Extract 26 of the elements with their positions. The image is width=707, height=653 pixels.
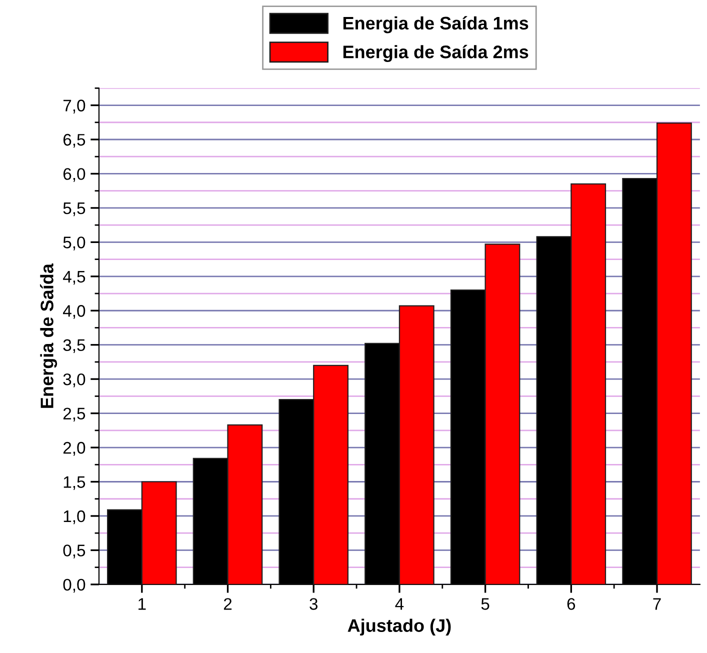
x-tick-label: 2 [224,598,232,610]
x-axis-title: Ajustado (J) [348,618,451,636]
x-tick-label: 1 [138,598,146,610]
y-tick-label: 6,5 [63,134,86,148]
y-tick-label: 7,0 [63,100,86,114]
y-tick-label: 4,0 [63,305,86,319]
legend-label: Energia de Saída 2ms [343,44,528,62]
y-tick-label: 1,5 [64,476,86,490]
y-tick-label: 6,0 [63,168,86,182]
y-tick-label: 1,0 [64,510,86,524]
y-tick-label: 2,5 [63,408,86,422]
y-tick-label: 0,0 [63,578,86,593]
x-tick-label: 6 [567,598,576,610]
y-axis-title: Energia de Saída [40,263,58,408]
y-tick-label: 2,0 [63,442,86,456]
y-tick-label: 0,5 [63,544,86,558]
y-tick-label: 3,5 [63,339,86,354]
x-tick-label: 3 [310,598,318,610]
y-tick-label: 4,5 [63,270,86,285]
y-tick-label: 5,0 [63,236,86,250]
x-tick-label: 7 [653,598,661,610]
y-tick-label: 5,5 [63,202,86,216]
y-tick-label: 3,0 [63,373,86,388]
x-tick-label: 4 [395,598,404,610]
legend-label: Energia de Saída 1ms [343,16,528,34]
x-tick-label: 5 [481,598,490,610]
